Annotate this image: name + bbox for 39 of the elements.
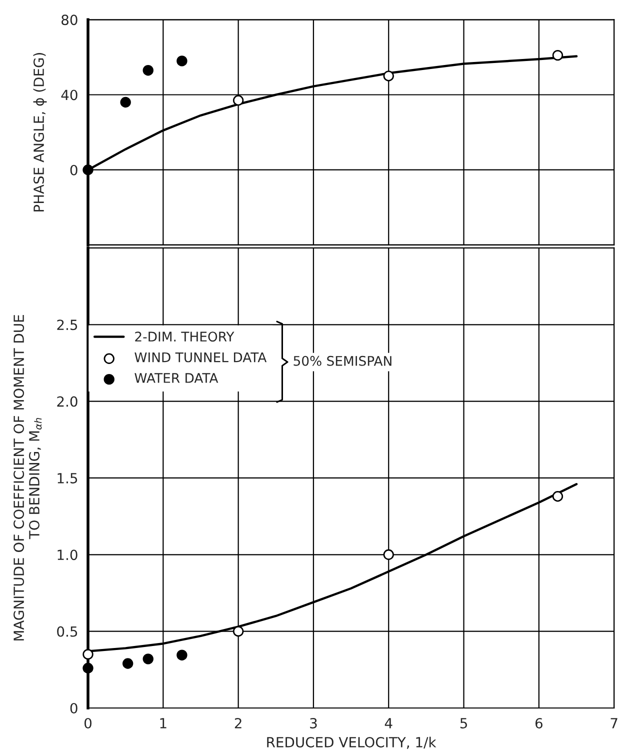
y-tick-label: 0 [70, 164, 78, 176]
point [552, 491, 564, 502]
point [232, 95, 244, 106]
y-tick-label: 0.5 [57, 626, 78, 637]
y-axis-title: MAGNITUDE OF COEFFICIENT OF MOMENT DUE TO BENDING, M$_{αh}$ [14, 315, 42, 640]
point [142, 64, 154, 76]
x-axis-title: REDUCED VELOCITY, 1/k [267, 736, 436, 749]
y-tick-label: 2.5 [57, 320, 78, 330]
legend-label: 2-DIM. THEORY [135, 332, 234, 342]
point [232, 626, 244, 637]
y-tick-label: 0 [70, 702, 78, 714]
x-tick-label: 6 [535, 718, 542, 728]
x-tick-label: 0 [84, 718, 92, 728]
point [176, 56, 188, 66]
x-tick-label: 1 [160, 718, 166, 728]
x-tick-label: 7 [610, 718, 618, 728]
legend-label: WIND TUNNEL DATA [134, 352, 267, 362]
y-axis-title: PHASE ANGLE, ϕ (DEG) [33, 53, 47, 212]
point [82, 662, 94, 674]
point [142, 654, 154, 664]
point [122, 658, 134, 669]
point [552, 50, 564, 61]
y-tick-label: 1.0 [58, 550, 78, 560]
x-tick-label: 5 [460, 718, 467, 728]
point [383, 549, 394, 560]
y-tick-label: 2.0 [57, 396, 78, 407]
point [82, 164, 94, 176]
y-tick-label: 40 [61, 90, 78, 100]
y-tick-label: 1.5 [58, 473, 78, 484]
point [120, 96, 131, 108]
x-tick-label: 3 [310, 718, 317, 728]
x-tick-label: 4 [384, 718, 392, 728]
point [383, 70, 394, 82]
point [82, 648, 94, 660]
legend-label: WATER DATA [134, 373, 218, 383]
annotation: 50% SEMISPAN [294, 356, 392, 366]
y-tick-label: 80 [62, 14, 78, 26]
x-tick-label: 2 [234, 718, 242, 728]
point [176, 650, 188, 660]
